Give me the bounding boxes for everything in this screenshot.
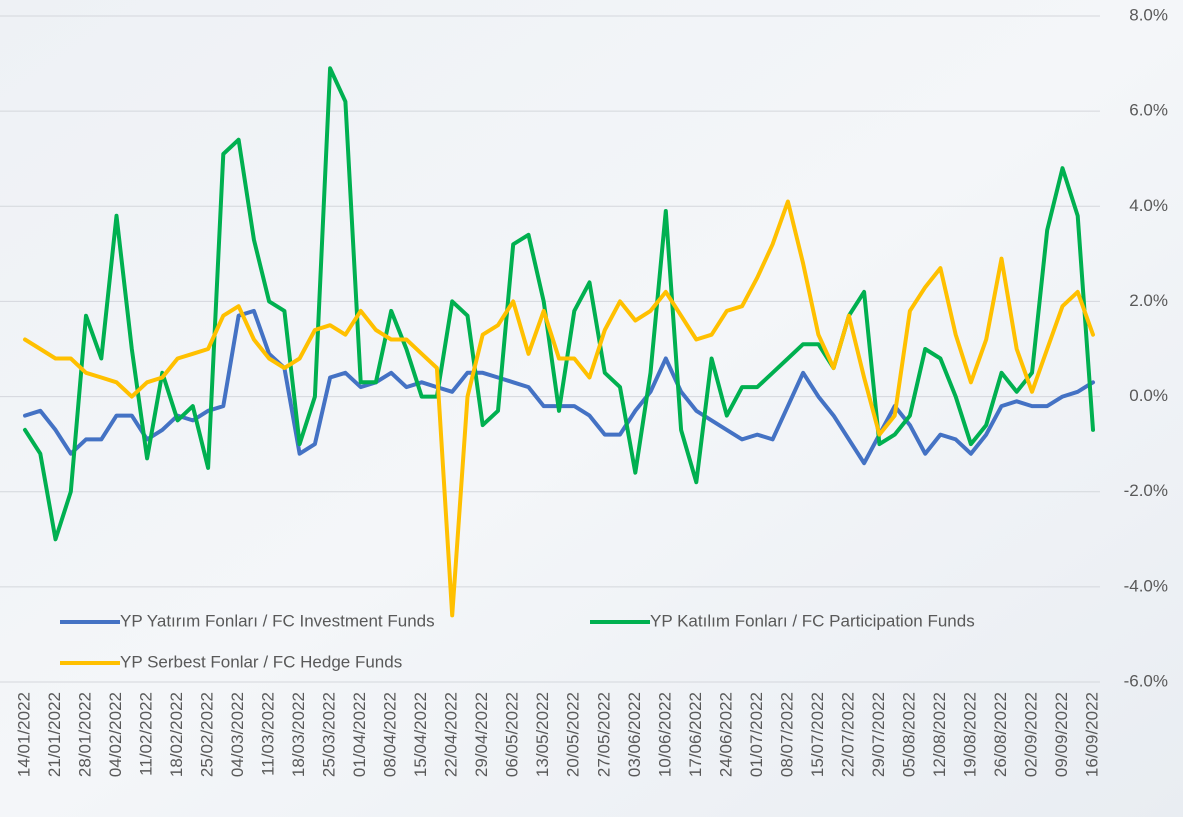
legend: YP Yatırım Fonları / FC Investment Funds… — [60, 611, 975, 671]
y-tick-label: 2.0% — [1129, 291, 1168, 310]
y-tick-label: 0.0% — [1129, 386, 1168, 405]
y-tick-label: 6.0% — [1129, 101, 1168, 120]
y-tick-label: -6.0% — [1124, 671, 1168, 690]
x-tick-label: 01/07/2022 — [747, 692, 766, 777]
y-tick-label: -4.0% — [1124, 576, 1168, 595]
y-tick-label: 4.0% — [1129, 196, 1168, 215]
x-tick-label: 18/03/2022 — [289, 692, 308, 777]
legend-label: YP Yatırım Fonları / FC Investment Funds — [120, 611, 435, 630]
x-tick-label: 20/05/2022 — [564, 692, 583, 777]
x-tick-label: 03/06/2022 — [625, 692, 644, 777]
x-tick-label: 01/04/2022 — [350, 692, 369, 777]
x-tick-label: 18/02/2022 — [167, 692, 186, 777]
x-tick-label: 22/04/2022 — [442, 692, 461, 777]
series-line — [23, 66, 1095, 542]
x-tick-label: 02/09/2022 — [1021, 692, 1040, 777]
y-tick-label: 8.0% — [1129, 5, 1168, 24]
axes: -6.0% -4.0% -2.0% 0.0% 2.0% 4.0% 6.0% 8.0% 14/01… — [14, 5, 1168, 777]
x-tick-label: 28/01/2022 — [76, 692, 95, 777]
x-tick-label: 25/03/2022 — [320, 692, 339, 777]
x-tick-label: 22/07/2022 — [838, 692, 857, 777]
x-tick-label: 14/01/2022 — [14, 692, 33, 777]
x-tick-label: 13/05/2022 — [533, 692, 552, 777]
x-tick-label: 25/02/2022 — [198, 692, 217, 777]
y-tick-label: -2.0% — [1124, 481, 1168, 500]
x-tick-label: 21/01/2022 — [45, 692, 64, 777]
plot — [23, 66, 1095, 618]
legend-label: YP Katılım Fonları / FC Participation Fu… — [650, 611, 975, 630]
x-tick-label: 19/08/2022 — [960, 692, 979, 777]
grid — [0, 15, 1100, 683]
x-tick-label: 05/08/2022 — [899, 692, 918, 777]
x-tick-label: 11/02/2022 — [137, 692, 156, 776]
x-tick-label: 10/06/2022 — [655, 692, 674, 777]
legend-label: YP Serbest Fonlar / FC Hedge Funds — [120, 652, 402, 671]
x-tick-label: 15/04/2022 — [411, 692, 430, 777]
x-tick-label: 29/07/2022 — [869, 692, 888, 777]
x-tick-label: 24/06/2022 — [716, 692, 735, 777]
x-tick-label: 15/07/2022 — [808, 692, 827, 777]
x-tick-label: 26/08/2022 — [991, 692, 1010, 777]
x-tick-label: 04/03/2022 — [228, 692, 247, 777]
x-tick-label: 29/04/2022 — [472, 692, 491, 777]
x-tick-label: 08/07/2022 — [777, 692, 796, 777]
x-tick-label: 27/05/2022 — [594, 692, 613, 777]
series-line — [23, 199, 1095, 618]
x-tick-label: 09/09/2022 — [1052, 692, 1071, 777]
x-tick-label: 06/05/2022 — [503, 692, 522, 777]
x-tick-label: 17/06/2022 — [686, 692, 705, 777]
x-tick-label: 11/03/2022 — [259, 692, 278, 776]
x-tick-label: 08/04/2022 — [381, 692, 400, 777]
x-tick-label: 12/08/2022 — [930, 692, 949, 777]
x-tick-label: 04/02/2022 — [106, 692, 125, 777]
x-tick-label: 16/09/2022 — [1082, 692, 1101, 777]
